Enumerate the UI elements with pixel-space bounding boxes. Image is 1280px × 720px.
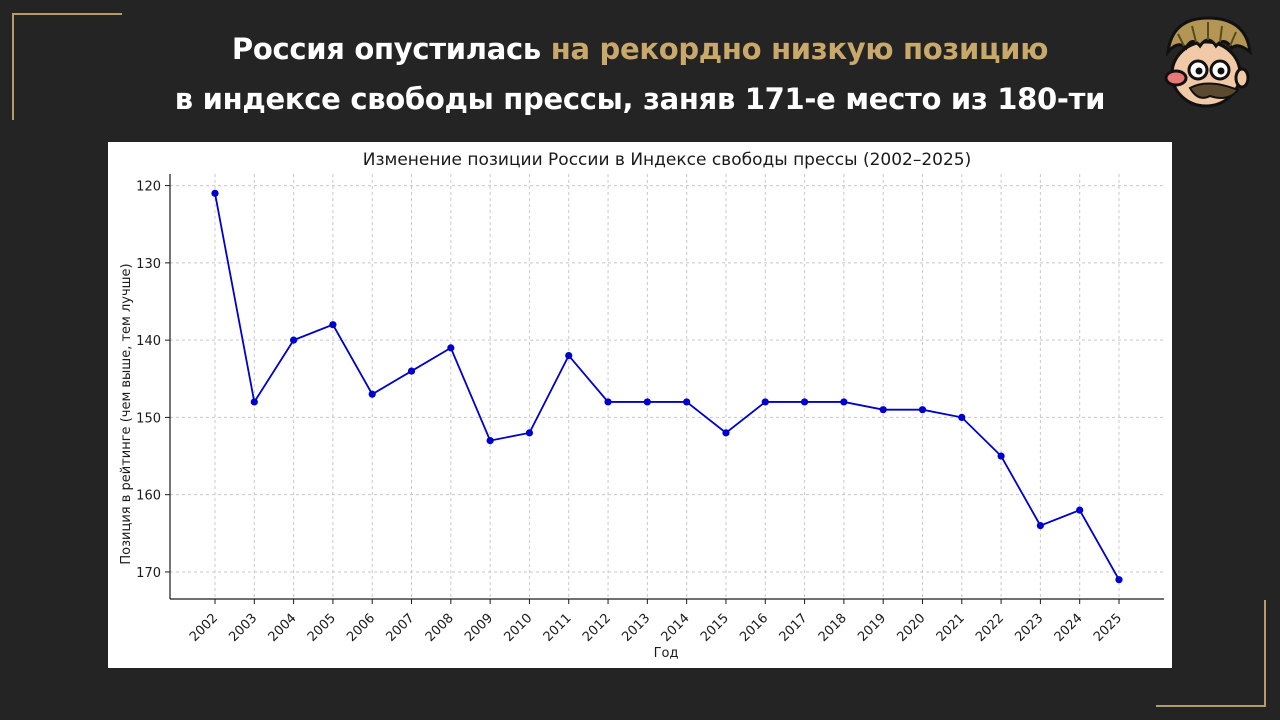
data-point — [1076, 506, 1084, 514]
series-line — [214, 193, 1120, 581]
data-point — [918, 406, 927, 414]
x-tick-label: 2020 — [894, 611, 928, 645]
headline-line-1: Россия опустилась на рекордно низкую поз… — [0, 32, 1280, 66]
data-point — [761, 398, 769, 406]
data-point — [643, 398, 651, 406]
chart-card: Изменение позиции России в Индексе свобо… — [108, 142, 1172, 668]
data-point — [211, 189, 219, 197]
x-tick-label: 2016 — [737, 611, 771, 645]
x-tick-label: 2015 — [698, 611, 732, 645]
data-point — [800, 398, 809, 406]
x-tick-label: 2006 — [344, 611, 378, 645]
y-tick-label: 140 — [136, 334, 161, 349]
decorative-corner-bottom-right — [1156, 600, 1266, 707]
data-point — [447, 344, 455, 352]
x-tick-label: 2017 — [777, 611, 811, 645]
chart-title: Изменение позиции России в Индексе свобо… — [363, 150, 972, 170]
x-tick-label: 2022 — [973, 611, 1007, 645]
data-point — [329, 321, 337, 329]
x-tick-label: 2004 — [266, 611, 300, 645]
x-tick-label: 2019 — [855, 611, 889, 645]
data-point — [565, 351, 573, 360]
y-tick-label: 130 — [136, 257, 161, 272]
data-point — [722, 429, 730, 437]
headline-accent-text: на рекордно низкую позицию — [550, 32, 1049, 66]
x-tick-label: 2008 — [423, 611, 457, 645]
data-point — [997, 452, 1005, 460]
x-tick-label: 2002 — [187, 611, 221, 645]
data-point — [604, 398, 612, 406]
x-tick-label: 2011 — [541, 611, 575, 645]
data-point — [879, 406, 887, 414]
x-tick-label: 2013 — [619, 611, 653, 645]
data-point — [407, 367, 416, 375]
y-tick-label: 160 — [136, 489, 161, 504]
y-tick-label: 120 — [136, 180, 161, 195]
x-tick-label: 2023 — [1012, 611, 1046, 645]
data-point — [486, 436, 494, 445]
x-axis-label: Год — [654, 646, 679, 661]
x-tick-label: 2018 — [816, 611, 850, 645]
x-tick-label: 2009 — [462, 611, 496, 645]
x-tick-label: 2003 — [226, 611, 260, 645]
x-tick-label: 2005 — [305, 611, 339, 645]
y-axis-label: Позиция в рейтинге (чем выше, тем лучше) — [119, 263, 134, 564]
x-tick-label: 2021 — [934, 611, 968, 645]
data-point — [683, 398, 691, 406]
line-chart: Изменение позиции России в Индексе свобо… — [119, 150, 1164, 661]
data-point — [250, 398, 258, 406]
headline-text: Россия опустилась — [231, 32, 551, 66]
data-point — [368, 390, 376, 398]
y-tick-label: 150 — [136, 411, 161, 426]
data-point — [840, 398, 848, 406]
x-tick-label: 2025 — [1091, 611, 1125, 645]
x-tick-label: 2014 — [659, 611, 693, 645]
data-point — [1036, 521, 1044, 530]
headline-line-2: в индексе свободы прессы, заняв 171-е ме… — [174, 82, 1106, 116]
x-tick-label: 2007 — [384, 611, 418, 645]
data-point — [290, 336, 298, 344]
data-point — [958, 413, 966, 422]
cartoon-face-icon — [1158, 12, 1258, 112]
data-point — [525, 429, 534, 437]
x-tick-label: 2012 — [580, 611, 614, 645]
data-point — [1115, 576, 1123, 584]
decorative-corner-top-left — [12, 13, 122, 120]
x-tick-label: 2024 — [1052, 611, 1086, 645]
y-tick-label: 170 — [136, 566, 161, 581]
x-tick-label: 2010 — [501, 611, 535, 645]
